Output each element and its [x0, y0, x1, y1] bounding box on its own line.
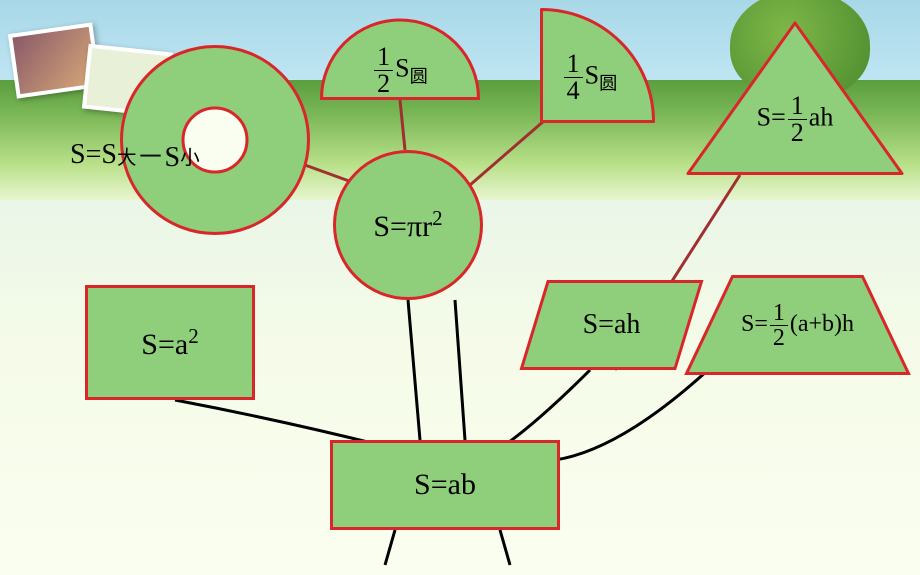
shape-semicircle: 12S圆	[320, 20, 480, 100]
shape-triangle: S=12ah	[685, 20, 905, 175]
shape-circle: S=πr2	[333, 150, 483, 300]
shape-parallelogram: S=ah	[520, 280, 703, 370]
shape-rectangle-root: S=ab	[330, 440, 560, 530]
diagram-stage: S=S大－S小 12S圆 14S圆 S=12ah S=πr2 S=a2 S=ah…	[0, 0, 920, 575]
shape-square: S=a2	[85, 285, 255, 400]
label-annulus: S=S大－S小	[70, 135, 200, 175]
shape-quarter-circle: 14S圆	[540, 8, 655, 123]
shape-trapezoid: S=12(a+b)h	[685, 275, 910, 375]
